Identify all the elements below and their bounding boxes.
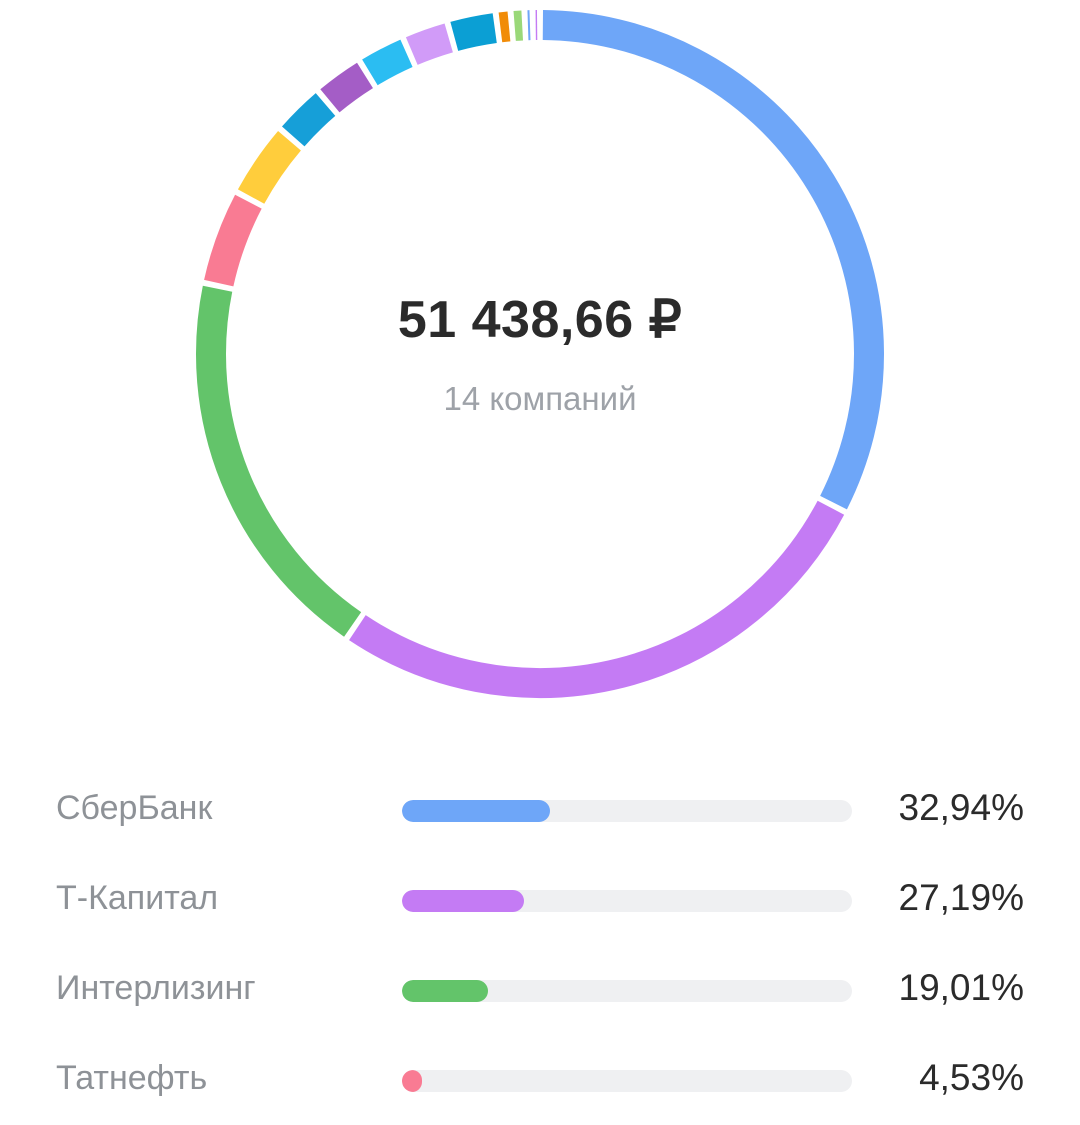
donut-slice-4[interactable]	[251, 141, 289, 197]
legend-bar-fill	[402, 890, 524, 912]
legend-percent: 4,53%	[919, 1057, 1024, 1099]
legend-bar-fill	[402, 1070, 422, 1092]
legend-name: СберБанк	[56, 789, 212, 828]
portfolio-donut-chart	[0, 0, 1080, 720]
legend-row-t-kapital[interactable]: Т-Капитал 27,19%	[0, 855, 1080, 945]
donut-slice-7[interactable]	[370, 53, 407, 72]
legend-name: Татнефть	[56, 1059, 207, 1098]
legend-percent: 19,01%	[899, 967, 1025, 1009]
donut-slice-3[interactable]	[219, 202, 249, 283]
donut-slice-6[interactable]	[330, 75, 365, 100]
company-count: 14 компаний	[340, 380, 740, 418]
legend-bar-track	[402, 980, 852, 1002]
legend-bar-track	[402, 800, 852, 822]
legend-bar-track	[402, 1070, 852, 1092]
allocation-legend: СберБанк 32,94% Т-Капитал 27,19% Интерли…	[0, 765, 1080, 1125]
legend-name: Т-Капитал	[56, 879, 218, 918]
legend-row-tatneft[interactable]: Татнефть 4,53%	[0, 1035, 1080, 1125]
legend-bar-fill	[402, 980, 488, 1002]
legend-bar-fill	[402, 800, 550, 822]
legend-percent: 32,94%	[899, 787, 1025, 829]
donut-slice-0[interactable]	[543, 25, 869, 503]
legend-row-interleasing[interactable]: Интерлизинг 19,01%	[0, 945, 1080, 1035]
donut-slice-9[interactable]	[454, 28, 494, 36]
donut-slice-10[interactable]	[500, 26, 509, 27]
legend-bar-track	[402, 890, 852, 912]
legend-percent: 27,19%	[899, 877, 1025, 919]
donut-slice-8[interactable]	[412, 38, 449, 51]
donut-slice-2[interactable]	[211, 289, 353, 625]
donut-slice-1[interactable]	[357, 508, 831, 683]
portfolio-total-value: 51 438,66 ₽	[340, 290, 740, 350]
donut-slice-5[interactable]	[293, 105, 325, 137]
legend-row-sberbank[interactable]: СберБанк 32,94%	[0, 765, 1080, 855]
legend-name: Интерлизинг	[56, 969, 256, 1008]
